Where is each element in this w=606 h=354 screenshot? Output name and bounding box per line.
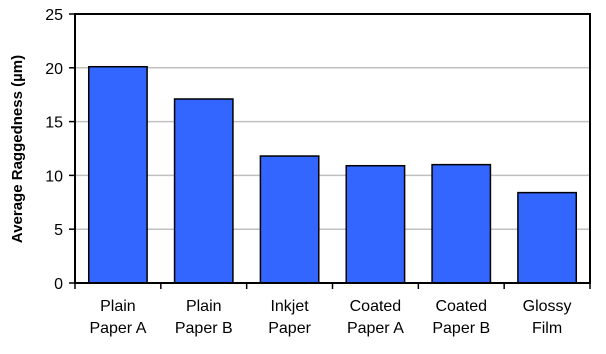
bar <box>87 65 148 284</box>
bar <box>431 163 492 284</box>
y-tick-label: 15 <box>45 115 63 132</box>
bar <box>173 98 234 284</box>
y-tick-label: 5 <box>54 222 63 239</box>
y-tick-label: 0 <box>54 276 63 293</box>
y-tick-label: 10 <box>45 168 63 185</box>
x-axis-labels: Plain Paper A Plain Paper B Inkjet Paper Coate… <box>74 283 591 337</box>
x-category-label: Coated Paper B <box>432 298 490 337</box>
x-category-label: Inkjet Paper <box>268 298 311 337</box>
y-axis-ticks: 0 5 10 15 20 25 <box>45 7 75 293</box>
y-tick-label: 20 <box>45 61 63 78</box>
bar <box>517 191 578 284</box>
bar <box>345 164 406 284</box>
y-axis-title: Average Raggedness (µm) <box>9 55 26 243</box>
plot-frame <box>74 13 591 284</box>
x-category-label: Plain Paper A <box>89 298 146 337</box>
plot-border <box>74 13 591 284</box>
grid-lines <box>75 67 590 230</box>
bar <box>259 155 320 284</box>
x-category-label: Glossy Film <box>523 298 572 337</box>
x-category-label: Plain Paper B <box>175 298 233 337</box>
y-tick-label: 25 <box>45 7 63 24</box>
x-category-label: Coated Paper A <box>347 298 404 337</box>
